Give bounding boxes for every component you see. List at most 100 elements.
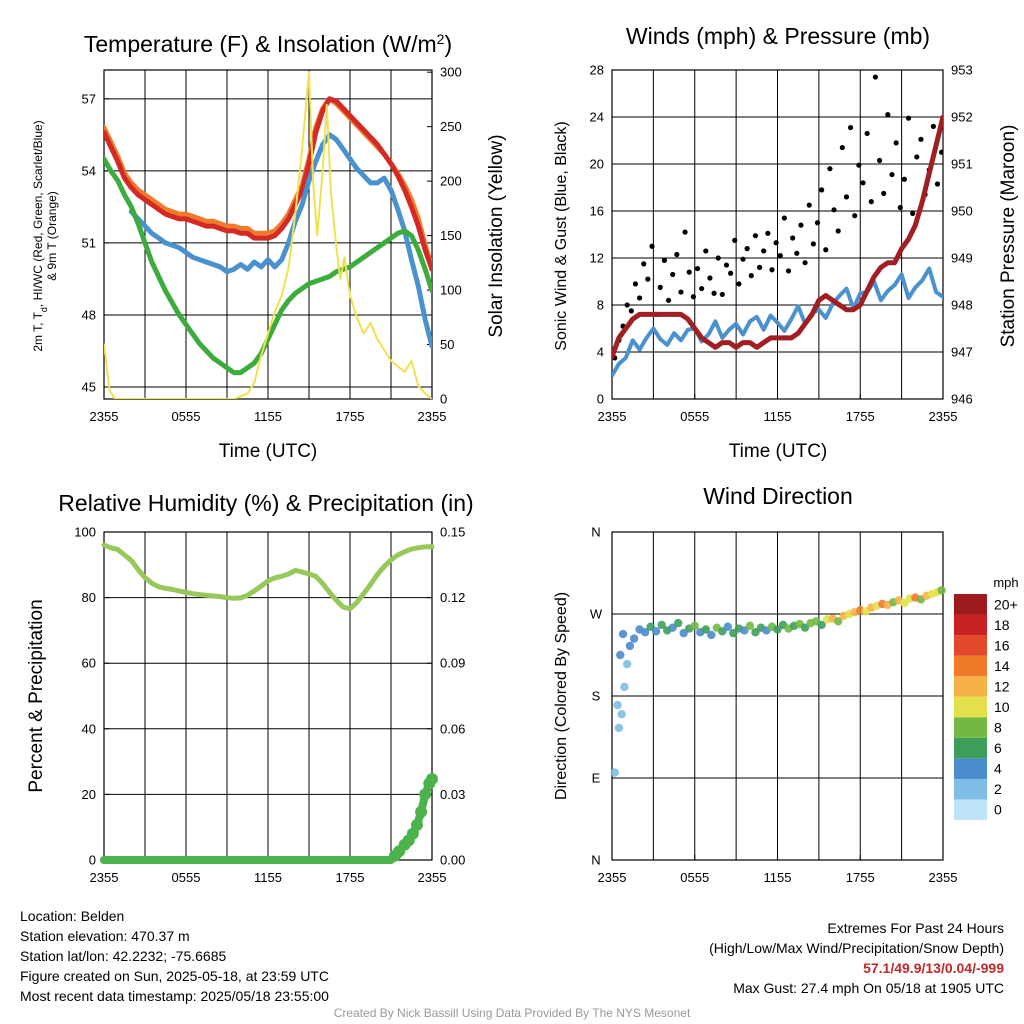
y-axis-label-subscript: d [39,307,49,312]
gust-point [905,115,912,121]
gust-point [802,260,808,266]
extremes-values: 57.1/49.9/13/0.04/-999 [863,960,1004,976]
gust-point [881,190,887,196]
y2-tick-label: 952 [951,110,973,125]
gust-point [827,166,833,172]
direction-point [622,659,632,669]
gust-point [632,281,639,287]
gust-point [732,237,738,243]
direction-point [690,621,699,631]
gust-point [707,275,713,281]
gust-point [872,74,879,80]
gust-point [781,215,787,221]
direction-point [651,627,661,636]
legend-swatch [954,676,987,697]
gust-point [893,140,899,146]
y2-tick-label: 947 [951,345,973,360]
direction-point [646,622,655,631]
gust-point [645,276,651,282]
gust-point [814,220,821,226]
plot-frame [611,69,944,400]
gust-point [785,268,792,274]
gust-point [649,243,655,249]
direction-point [613,700,622,710]
gust-point [930,123,936,129]
gust-point [889,171,895,178]
y2-tick-label: 0.12 [440,590,465,605]
direction-point [679,628,688,638]
gust-point [756,264,763,270]
direction-point [718,627,727,636]
direction-point [745,621,755,631]
y-tick-label: 60 [82,656,96,671]
gust-point [823,247,829,253]
gust-point [636,295,643,301]
gust-point [777,253,783,259]
gust-point [641,261,647,267]
y2-tick-label: 0.15 [440,525,465,540]
recent-data-timestamp: Most recent data timestamp: 2025/05/18 2… [20,988,329,1004]
gust-point [694,265,701,272]
direction-point [701,625,710,634]
y2-tick-label: 50 [440,337,454,352]
relative-humidity-line [101,542,435,612]
gust-point [897,204,903,211]
y2-tick-label: 0 [440,392,447,407]
direction-point [674,618,683,628]
legend-label: 0 [994,802,1002,818]
legend-label: 10 [994,699,1010,715]
direction-point [723,622,733,631]
gust-point [918,136,924,142]
gust-point [868,199,874,205]
gust-point [914,154,920,160]
gust-point [744,246,750,252]
x-tick-label: 2355 [90,409,119,424]
y2-tick-label: 0.09 [440,656,465,671]
direction-point [751,628,760,637]
gust-point [856,162,862,168]
legend-label: 2 [994,781,1002,797]
series-group [612,74,943,378]
gust-point [686,269,692,275]
gust-point [864,130,870,137]
x-tick-label: 0555 [680,870,709,885]
gust-point [740,256,746,262]
gust-point [798,222,804,228]
gust-point [769,267,775,273]
y-tick-label: 20 [590,157,604,172]
y2-tick-label: 0.03 [440,787,465,802]
max-gust: Max Gust: 27.4 mph On 05/18 at 1905 UTC [733,980,1004,996]
extremes-title: Extremes For Past 24 Hours [827,920,1004,936]
y-axis-label: Direction (Colored By Speed) [553,592,570,800]
x-tick-label: 2355 [90,870,119,885]
station-elevation: Station elevation: 470.37 m [20,928,190,944]
y-tick-label: 12 [590,251,604,266]
legend-swatch [954,594,987,615]
gust-point [819,187,825,193]
direction-point [707,630,716,640]
series-solar-line [104,71,432,399]
plot-frame [103,69,433,400]
y-tick-label: 0 [597,392,604,407]
x-tick-label: 1155 [764,870,792,885]
legend-label: 4 [994,761,1002,777]
x-tick-label: 1155 [254,409,282,424]
credit-line: Created By Nick Bassill Using Data Provi… [333,1006,691,1020]
gust-point [847,124,854,131]
gust-point [835,228,841,234]
gust-point [748,273,754,279]
legend-swatch [954,655,987,677]
y-axis-label: 2m T, Td, HI/WC (Red, Green, Scarlet/Blu… [31,120,49,351]
gust-point [703,248,709,254]
legend-title: mph [993,575,1018,590]
legend-label: 12 [994,678,1010,694]
gust-point [790,235,796,241]
x-tick-label: 1755 [336,870,365,885]
chart-title: Relative Humidity (%) & Precipitation (i… [58,490,473,516]
gust-point [839,144,845,151]
gust-point [723,262,730,268]
precipitation-point [419,788,432,801]
x-tick-label: 2355 [598,409,627,424]
gust-point [939,149,943,155]
